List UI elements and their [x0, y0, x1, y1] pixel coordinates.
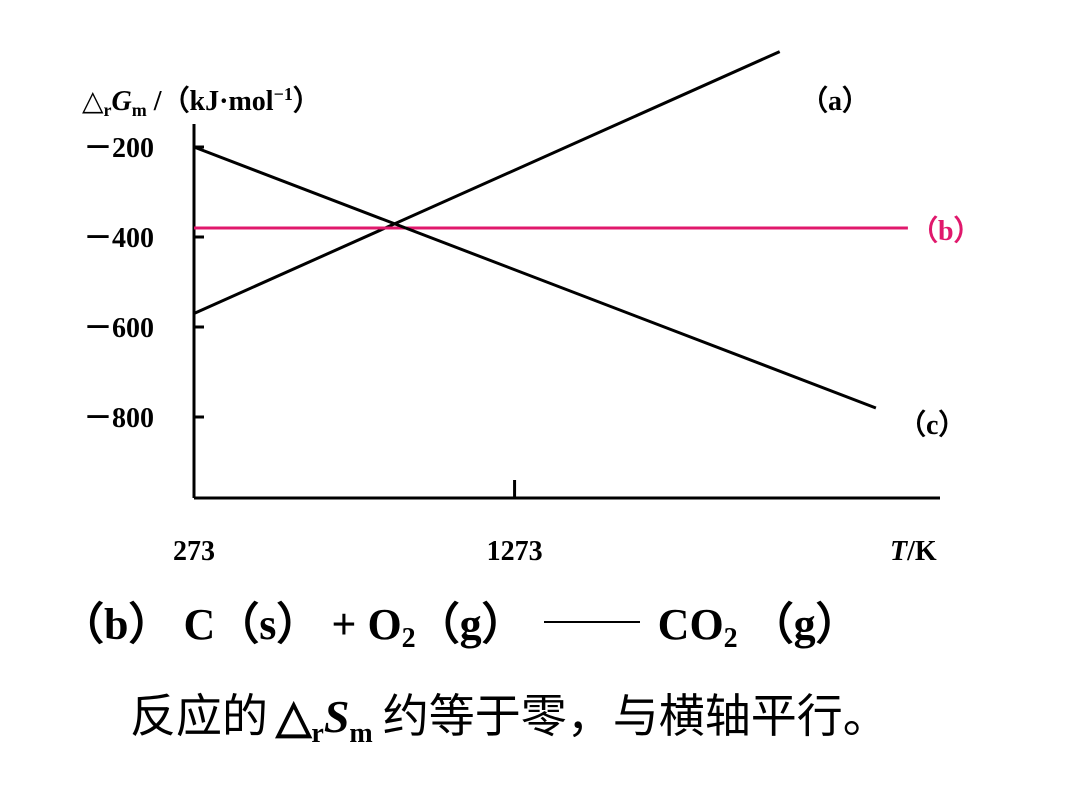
y-tick-label: －800 — [84, 403, 154, 434]
reaction-arrow — [543, 621, 640, 623]
x-tick-label: 1273 — [487, 536, 543, 567]
conclusion-sub-r: r — [311, 718, 324, 749]
equation-part-3: CO — [657, 600, 724, 649]
series-label-2: （c） — [898, 408, 966, 441]
conclusion-after: 约等于零，与横轴平行。 — [382, 689, 889, 743]
series-line-2 — [193, 145, 877, 410]
equation-part-4: （g） — [749, 600, 860, 649]
conclusion-delta: △ — [276, 691, 312, 742]
series-label-0: （a） — [800, 84, 870, 117]
equation-part-1: （b） C（s） + O — [60, 600, 402, 649]
x-tick-label: 273 — [173, 536, 215, 567]
equation-subscript-1: 2 — [401, 623, 416, 654]
y-ticks: －200 －400 －600 －800 — [84, 133, 204, 434]
y-tick-label: －400 — [84, 223, 154, 254]
conclusion-before: 反应的 — [130, 689, 268, 743]
x-axis-label: T/K — [890, 536, 937, 567]
series-label-1: （b） — [910, 214, 982, 247]
equation-subscript-2: 2 — [723, 623, 738, 654]
conclusion-sub-m: m — [349, 718, 373, 749]
reaction-equation: （b） C（s） + O2（g） CO2 （g） — [60, 588, 1020, 655]
y-tick-label: －200 — [84, 133, 154, 164]
gibbs-energy-chart: △rGm /（kJ·mol−1） －200 －400 －600 －800 273 127… — [82, 50, 982, 567]
x-ticks: 273 1273 — [173, 480, 543, 567]
series-lines — [193, 50, 908, 410]
series-line-0 — [193, 50, 781, 315]
equation-part-2: （g） — [415, 600, 526, 649]
conclusion-symbol: S — [323, 691, 350, 742]
series-labels: （a） （b） （c） — [800, 84, 982, 441]
y-tick-label: －600 — [84, 313, 154, 344]
y-axis-label: △rGm /（kJ·mol−1） — [82, 84, 321, 120]
conclusion-text: 反应的 △rSm 约等于零，与横轴平行。 — [130, 680, 1010, 750]
